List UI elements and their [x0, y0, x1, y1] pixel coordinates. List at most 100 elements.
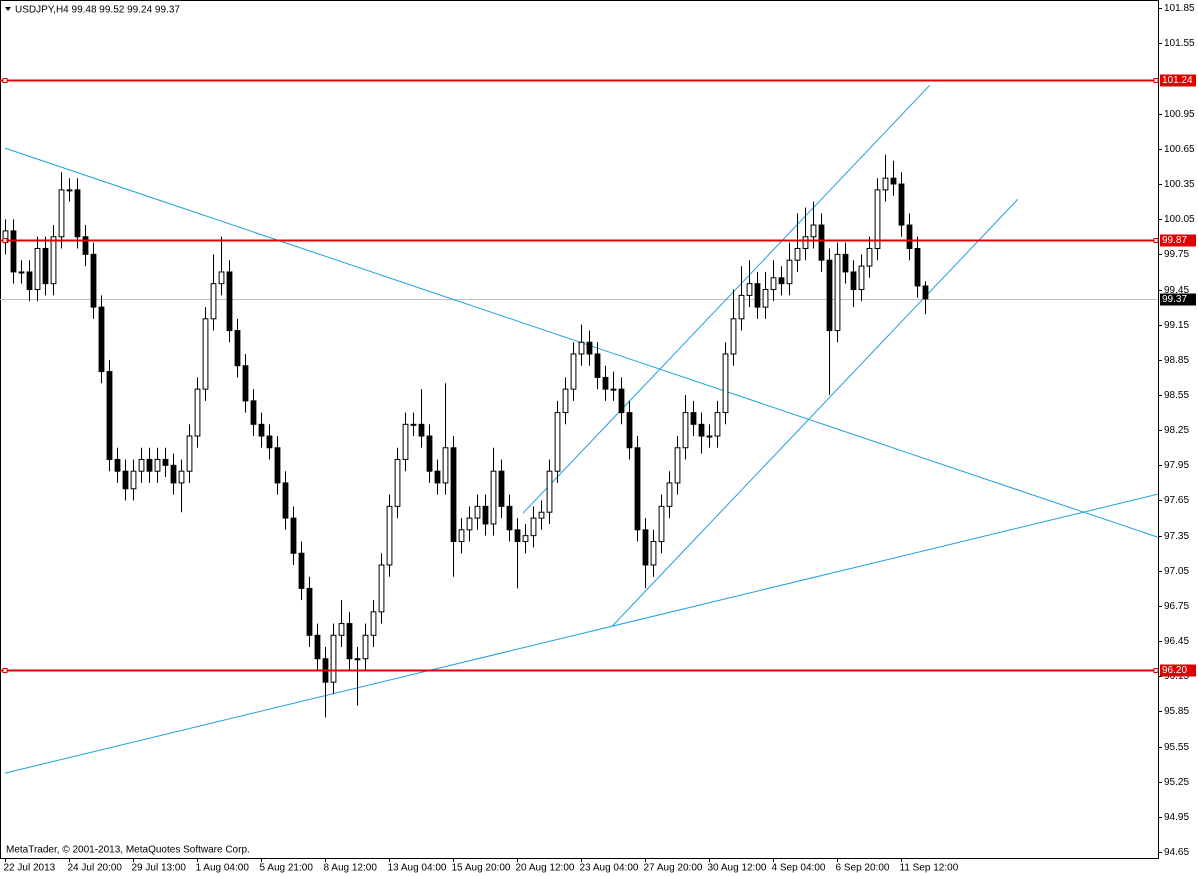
y-tick-label: 96.75 — [1164, 601, 1189, 612]
candle-body — [298, 552, 305, 589]
candle-body — [466, 517, 473, 531]
level-label: 99.87 — [1162, 235, 1187, 246]
x-tick-label: 8 Aug 12:00 — [324, 863, 378, 874]
chart-title: USDJPY,H4 99.48 99.52 99.24 99.37 — [15, 5, 180, 16]
candle-body — [882, 177, 889, 191]
candle-body — [802, 236, 809, 249]
y-tick-label: 98.55 — [1164, 390, 1189, 401]
y-tick-label: 94.95 — [1164, 812, 1189, 823]
candle-body — [746, 283, 753, 296]
candle-body — [330, 634, 337, 683]
candle-body — [794, 247, 801, 261]
candle-body — [522, 535, 529, 543]
x-tick-label: 11 Sep 12:00 — [900, 863, 959, 874]
candle-body — [706, 435, 713, 438]
x-tick-label: 4 Sep 04:00 — [772, 863, 826, 874]
candle-body — [82, 236, 89, 255]
candle-body — [74, 189, 81, 238]
x-tick-label: 24 Jul 20:00 — [68, 863, 123, 874]
plot-area — [0, 79, 1158, 774]
y-tick-label: 98.85 — [1164, 355, 1189, 366]
y-tick-label: 100.35 — [1164, 179, 1195, 190]
candle-body — [762, 289, 769, 308]
y-tick-label: 97.05 — [1164, 566, 1189, 577]
candle-body — [114, 458, 121, 472]
candle-body — [178, 470, 185, 484]
candle-body — [490, 470, 497, 525]
x-tick-label: 15 Aug 20:00 — [452, 863, 511, 874]
candle-body — [202, 318, 209, 390]
candle-body — [98, 306, 105, 373]
y-tick-label: 99.15 — [1164, 320, 1189, 331]
candle-body — [90, 253, 97, 308]
candle-body — [618, 388, 625, 414]
candle-body — [226, 271, 233, 332]
candle-body — [418, 423, 425, 437]
candle-body — [362, 634, 369, 660]
candle-body — [306, 587, 313, 636]
menu-arrow[interactable] — [5, 7, 11, 11]
candle-body — [890, 177, 897, 185]
x-tick-label: 1 Aug 04:00 — [196, 863, 250, 874]
candle-body — [218, 271, 225, 285]
candle-body — [122, 470, 129, 490]
candle-body — [346, 623, 353, 660]
candle-body — [34, 247, 41, 291]
candle-body — [314, 634, 321, 660]
candle-body — [634, 447, 641, 531]
level-label: 101.24 — [1162, 75, 1193, 86]
current-price-label: 99.37 — [1162, 294, 1187, 305]
candle-body — [194, 388, 201, 437]
candle-body — [338, 623, 345, 636]
candle-body — [130, 470, 137, 490]
candle-body — [730, 318, 737, 355]
candle-body — [426, 435, 433, 472]
candle-body — [738, 294, 745, 320]
candle-body — [530, 517, 537, 537]
candle-body — [866, 247, 873, 267]
y-tick-label: 99.75 — [1164, 249, 1189, 260]
y-tick-label: 95.85 — [1164, 706, 1189, 717]
candle-body — [154, 458, 161, 472]
candle-body — [258, 423, 265, 437]
candle-body — [578, 341, 585, 355]
candle-body — [498, 470, 505, 507]
candle-body — [874, 189, 881, 249]
level-label-box — [1160, 74, 1196, 87]
y-tick-label: 101.55 — [1164, 38, 1195, 49]
candle-body — [394, 458, 401, 507]
copyright: MetaTrader, © 2001-2013, MetaQuotes Soft… — [6, 845, 250, 856]
level-handle — [1153, 78, 1159, 83]
candle-body — [818, 224, 825, 261]
x-tick-label: 29 Jul 13:00 — [132, 863, 187, 874]
candle-body — [786, 259, 793, 285]
x-tick-label: 5 Aug 21:00 — [260, 863, 314, 874]
candle-body — [546, 470, 553, 513]
level-label-box — [1160, 234, 1196, 247]
y-tick-label: 96.15 — [1164, 671, 1189, 682]
current-price-box — [1160, 293, 1196, 306]
candle-body — [290, 517, 297, 554]
candle-body — [170, 464, 177, 484]
y-tick-label: 99.45 — [1164, 285, 1189, 296]
candle-body — [146, 458, 153, 472]
y-tick-label: 97.95 — [1164, 460, 1189, 471]
x-tick-label: 20 Aug 12:00 — [516, 863, 575, 874]
candle-body — [914, 247, 921, 287]
y-tick-label: 95.55 — [1164, 742, 1189, 753]
trendline — [4, 493, 1158, 774]
candle-body — [138, 458, 145, 472]
plot-frame — [0, 0, 1159, 859]
axes: 101.85 101.55 100.95 100.65 100.35 100.05 99.7… — [4, 3, 1196, 874]
candle-body — [586, 341, 593, 355]
x-tick-label: 30 Aug 12:00 — [708, 863, 767, 874]
candle-body — [714, 412, 721, 437]
candle-body — [410, 423, 417, 426]
candle-body — [186, 435, 193, 472]
candle-body — [50, 236, 57, 285]
y-tick-label: 100.65 — [1164, 144, 1195, 155]
candle-body — [770, 277, 777, 291]
candle-body — [690, 412, 697, 425]
candle-body — [842, 253, 849, 273]
x-tick-label: 6 Sep 20:00 — [836, 863, 890, 874]
